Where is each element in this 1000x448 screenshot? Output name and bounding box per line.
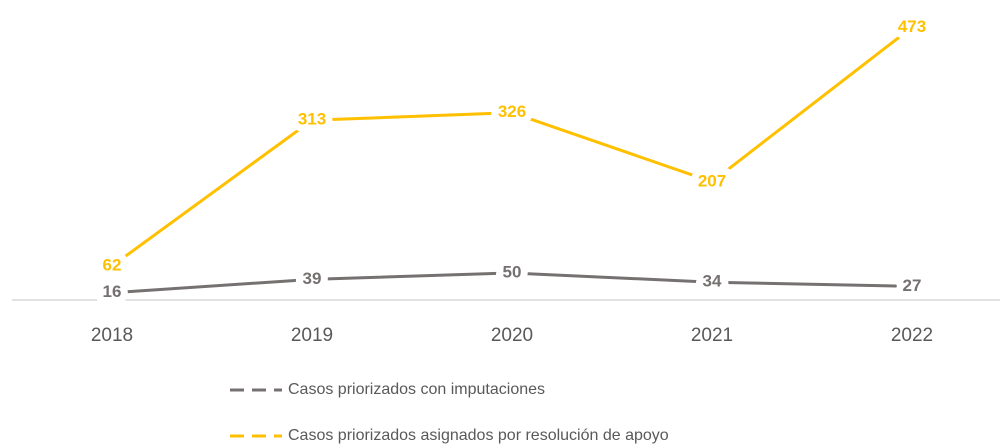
data-label: 27 bbox=[903, 276, 922, 295]
x-tick-label: 2020 bbox=[491, 325, 533, 346]
line bbox=[111, 26, 913, 268]
data-label: 16 bbox=[103, 282, 122, 301]
data-label: 313 bbox=[298, 110, 326, 129]
legend-label: Casos priorizados asignados por resoluci… bbox=[288, 427, 669, 444]
legend-label: Casos priorizados con imputaciones bbox=[288, 381, 545, 398]
data-label: 207 bbox=[698, 171, 726, 190]
data-label: 326 bbox=[498, 102, 526, 121]
data-label: 34 bbox=[703, 272, 722, 291]
x-tick-label: 2018 bbox=[91, 325, 133, 346]
line bbox=[111, 271, 913, 295]
data-label: 39 bbox=[303, 269, 322, 288]
x-tick-label: 2019 bbox=[291, 325, 333, 346]
data-label: 50 bbox=[503, 262, 522, 281]
x-tick-label: 2021 bbox=[691, 325, 733, 346]
x-tick-label: 2022 bbox=[891, 325, 933, 346]
data-label: 473 bbox=[898, 17, 926, 36]
data-label: 62 bbox=[103, 255, 122, 274]
